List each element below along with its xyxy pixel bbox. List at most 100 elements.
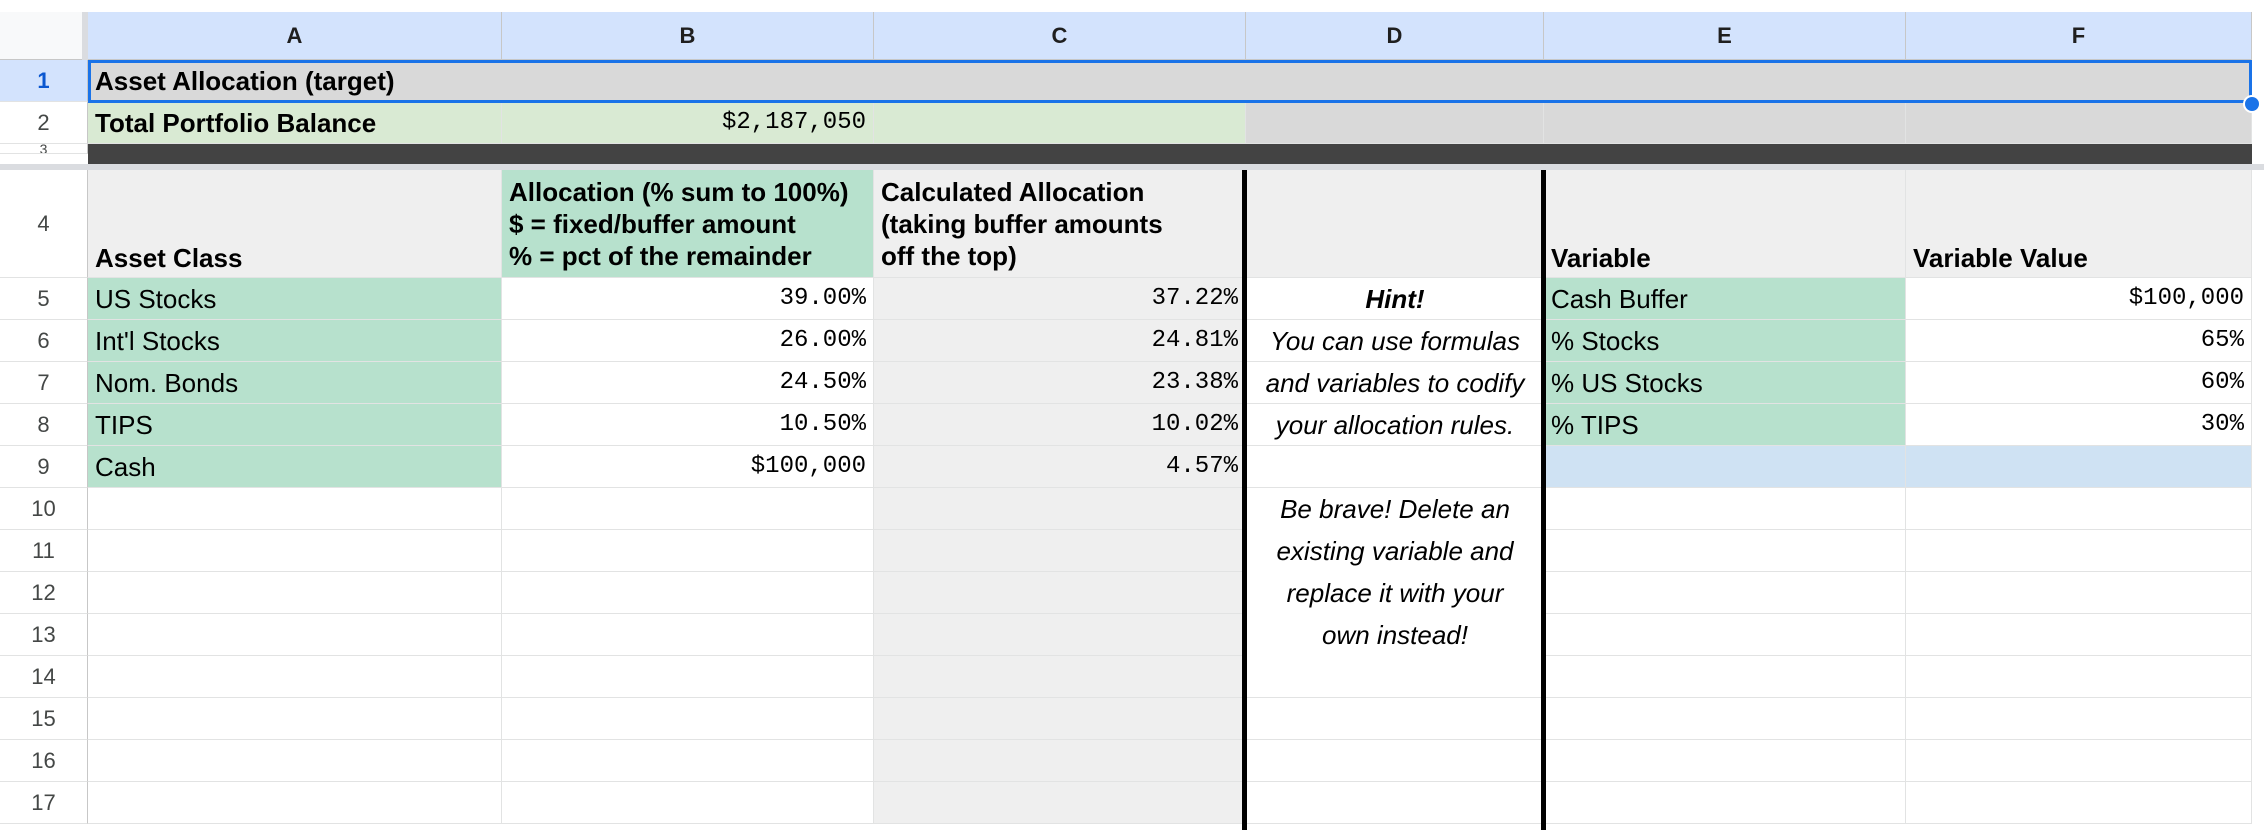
cell-b6[interactable]: 26.00% (502, 320, 874, 362)
cell-c4-header[interactable]: Calculated Allocation (taking buffer amo… (874, 170, 1246, 278)
row-header-10[interactable]: 10 (0, 488, 88, 530)
cell-e5[interactable]: Cash Buffer (1544, 278, 1906, 320)
cell-d4[interactable] (1246, 170, 1544, 278)
cell-b4-header[interactable]: Allocation (% sum to 100%) $ = fixed/buf… (502, 170, 874, 278)
cell-e13[interactable] (1544, 614, 1906, 656)
cell-f5[interactable]: $100,000 (1906, 278, 2252, 320)
cell-e6[interactable]: % Stocks (1544, 320, 1906, 362)
cell-e17[interactable] (1544, 782, 1906, 824)
cell-c12[interactable] (874, 572, 1246, 614)
cell-a7[interactable]: Nom. Bonds (88, 362, 502, 404)
row-header-16[interactable]: 16 (0, 740, 88, 782)
cell-c2[interactable] (874, 102, 1246, 144)
cell-c6[interactable]: 24.81% (874, 320, 1246, 362)
cell-c15[interactable] (874, 698, 1246, 740)
row-header-15[interactable]: 15 (0, 698, 88, 740)
cell-d9[interactable] (1246, 446, 1544, 488)
cell-f2[interactable] (1906, 102, 2252, 144)
row-header-8[interactable]: 8 (0, 404, 88, 446)
cell-c14[interactable] (874, 656, 1246, 698)
cell-f16[interactable] (1906, 740, 2252, 782)
cell-c13[interactable] (874, 614, 1246, 656)
cell-e4-header[interactable]: Variable (1544, 170, 1906, 278)
row-header-14[interactable]: 14 (0, 656, 88, 698)
cell-a12[interactable] (88, 572, 502, 614)
cell-a11[interactable] (88, 530, 502, 572)
cell-a2[interactable]: Total Portfolio Balance (88, 102, 502, 144)
row-header-9[interactable]: 9 (0, 446, 88, 488)
cell-d2[interactable] (1246, 102, 1544, 144)
cell-a17[interactable] (88, 782, 502, 824)
cell-d17[interactable] (1246, 782, 1544, 824)
row-header-4[interactable]: 4 (0, 170, 88, 278)
row-header-6[interactable]: 6 (0, 320, 88, 362)
cell-b11[interactable] (502, 530, 874, 572)
cell-b9[interactable]: $100,000 (502, 446, 874, 488)
cell-d15[interactable] (1246, 698, 1544, 740)
cell-f12[interactable] (1906, 572, 2252, 614)
frozen-row-divider[interactable] (0, 164, 2264, 170)
cell-f8[interactable]: 30% (1906, 404, 2252, 446)
cell-b16[interactable] (502, 740, 874, 782)
cell-c17[interactable] (874, 782, 1246, 824)
cell-a13[interactable] (88, 614, 502, 656)
cell-a10[interactable] (88, 488, 502, 530)
cell-e14[interactable] (1544, 656, 1906, 698)
cell-b10[interactable] (502, 488, 874, 530)
row-header-11[interactable]: 11 (0, 530, 88, 572)
row-header-5[interactable]: 5 (0, 278, 88, 320)
cell-f4-header[interactable]: Variable Value (1906, 170, 2252, 278)
row-header-3[interactable]: 3 (0, 144, 88, 154)
row-header-13[interactable]: 13 (0, 614, 88, 656)
cell-d14[interactable] (1246, 656, 1544, 698)
cell-b13[interactable] (502, 614, 874, 656)
cell-b12[interactable] (502, 572, 874, 614)
cell-b5[interactable]: 39.00% (502, 278, 874, 320)
select-all-corner[interactable] (0, 12, 88, 60)
cell-b14[interactable] (502, 656, 874, 698)
cell-e7[interactable]: % US Stocks (1544, 362, 1906, 404)
cell-f9[interactable] (1906, 446, 2252, 488)
cell-d16[interactable] (1246, 740, 1544, 782)
cell-e9[interactable] (1544, 446, 1906, 488)
cell-e11[interactable] (1544, 530, 1906, 572)
cell-c9[interactable]: 4.57% (874, 446, 1246, 488)
cell-e16[interactable] (1544, 740, 1906, 782)
cell-f11[interactable] (1906, 530, 2252, 572)
column-header-d[interactable]: D (1246, 12, 1544, 60)
cell-c10[interactable] (874, 488, 1246, 530)
cell-b15[interactable] (502, 698, 874, 740)
cell-f10[interactable] (1906, 488, 2252, 530)
cell-c11[interactable] (874, 530, 1246, 572)
cell-f17[interactable] (1906, 782, 2252, 824)
cell-a4-header[interactable]: Asset Class (88, 170, 502, 278)
cell-a1-title[interactable]: Asset Allocation (target) (88, 60, 2252, 102)
cell-e10[interactable] (1544, 488, 1906, 530)
selection-fill-handle[interactable] (2243, 95, 2261, 113)
cell-c5[interactable]: 37.22% (874, 278, 1246, 320)
cell-f13[interactable] (1906, 614, 2252, 656)
cell-a15[interactable] (88, 698, 502, 740)
cell-b8[interactable]: 10.50% (502, 404, 874, 446)
cell-a6[interactable]: Int'l Stocks (88, 320, 502, 362)
column-header-c[interactable]: C (874, 12, 1246, 60)
cell-a16[interactable] (88, 740, 502, 782)
cell-a14[interactable] (88, 656, 502, 698)
cell-f15[interactable] (1906, 698, 2252, 740)
column-header-e[interactable]: E (1544, 12, 1906, 60)
cell-c16[interactable] (874, 740, 1246, 782)
cell-f14[interactable] (1906, 656, 2252, 698)
cell-f6[interactable]: 65% (1906, 320, 2252, 362)
cell-a9[interactable]: Cash (88, 446, 502, 488)
row-header-17[interactable]: 17 (0, 782, 88, 824)
row-header-7[interactable]: 7 (0, 362, 88, 404)
cell-a5[interactable]: US Stocks (88, 278, 502, 320)
row-header-2[interactable]: 2 (0, 102, 88, 144)
cell-f7[interactable]: 60% (1906, 362, 2252, 404)
cell-b7[interactable]: 24.50% (502, 362, 874, 404)
cell-e2[interactable] (1544, 102, 1906, 144)
cell-e15[interactable] (1544, 698, 1906, 740)
cell-c8[interactable]: 10.02% (874, 404, 1246, 446)
cell-e12[interactable] (1544, 572, 1906, 614)
column-header-f[interactable]: F (1906, 12, 2252, 60)
